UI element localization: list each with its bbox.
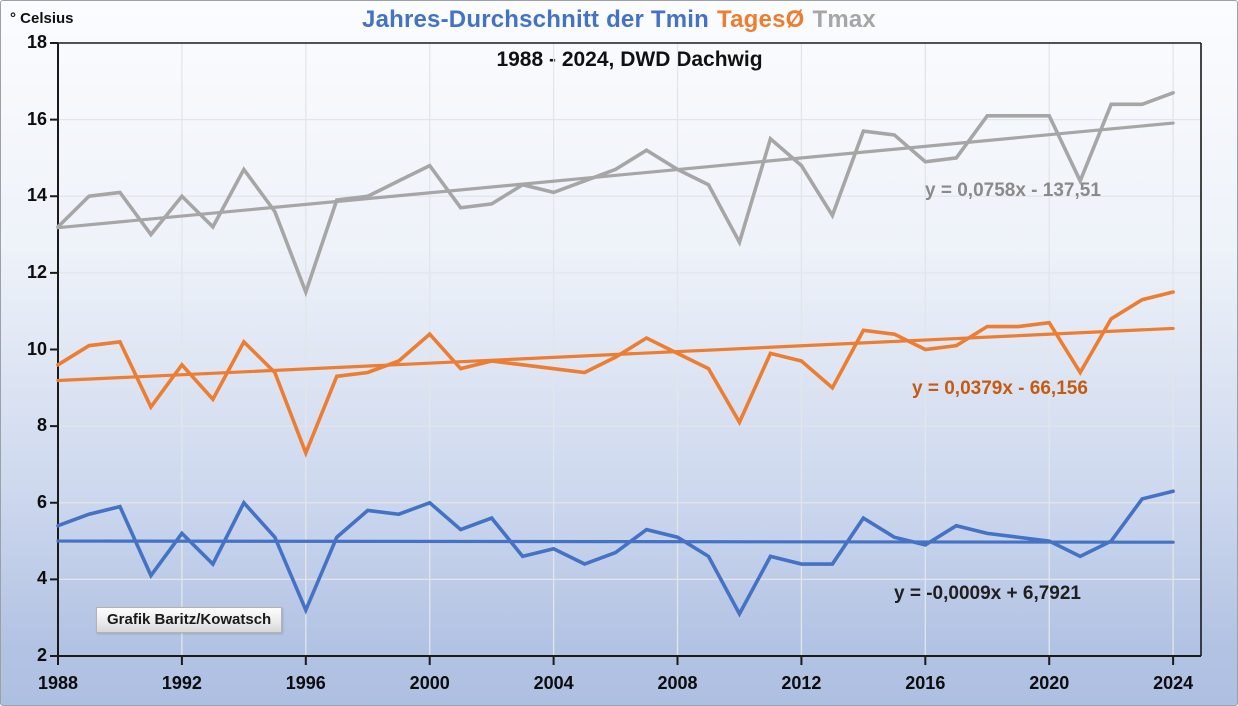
trendline-tmin	[56, 539, 1175, 544]
x-tick-label-2004: 2004	[533, 673, 574, 693]
y-tick-label-12: 12	[26, 261, 47, 282]
series-line-tmin	[56, 489, 1175, 618]
y-tick-label-18: 18	[26, 32, 47, 52]
x-tick-label-2024: 2024	[1153, 673, 1194, 693]
x-tick-label-2008: 2008	[657, 673, 698, 693]
y-tick-label-2: 2	[36, 645, 47, 665]
y-tick-label-14: 14	[26, 185, 47, 206]
y-tick-label-16: 16	[26, 108, 47, 129]
y-tick-label-6: 6	[36, 491, 47, 512]
credit-badge: Grafik Baritz/Kowatsch	[96, 607, 283, 633]
trendline-tmax	[56, 121, 1175, 230]
x-tick-label-2012: 2012	[781, 673, 822, 693]
chart-title: Jahres-Durchschnitt der Tmin TagesØ Tmax	[1, 6, 1237, 34]
x-tick-label-2020: 2020	[1029, 673, 1070, 693]
y-tick-label-10: 10	[26, 338, 47, 359]
y-tick-label-4: 4	[36, 568, 47, 589]
chart-title-tagesavg: TagesØ	[717, 6, 805, 33]
x-tick-label-1992: 1992	[161, 673, 202, 693]
chart-title-tmin: Jahres-Durchschnitt der Tmin	[362, 6, 710, 33]
chart-title-tmax: Tmax	[812, 6, 876, 33]
series-line-tmax	[56, 91, 1175, 298]
trendline-tages	[56, 326, 1175, 383]
y-axis-unit-label: ° Celsius	[10, 10, 74, 27]
y-tick-label-8: 8	[36, 415, 47, 436]
trend-equation-tmin: y = -0,0009x + 6,7921	[894, 583, 1081, 604]
series-line-tages	[56, 290, 1175, 458]
chart-subtitle: 1988 - 2024, DWD Dachwig	[496, 48, 763, 71]
trend-equation-tagesavg: y = 0,0379x - 66,156	[912, 378, 1088, 399]
trend-equation-tmax: y = 0,0758x - 137,51	[925, 180, 1101, 201]
x-tick-label-2016: 2016	[905, 673, 946, 693]
x-tick-label-2000: 2000	[409, 673, 450, 693]
x-tick-label-1988: 1988	[37, 673, 79, 693]
x-tick-label-1996: 1996	[285, 673, 326, 693]
